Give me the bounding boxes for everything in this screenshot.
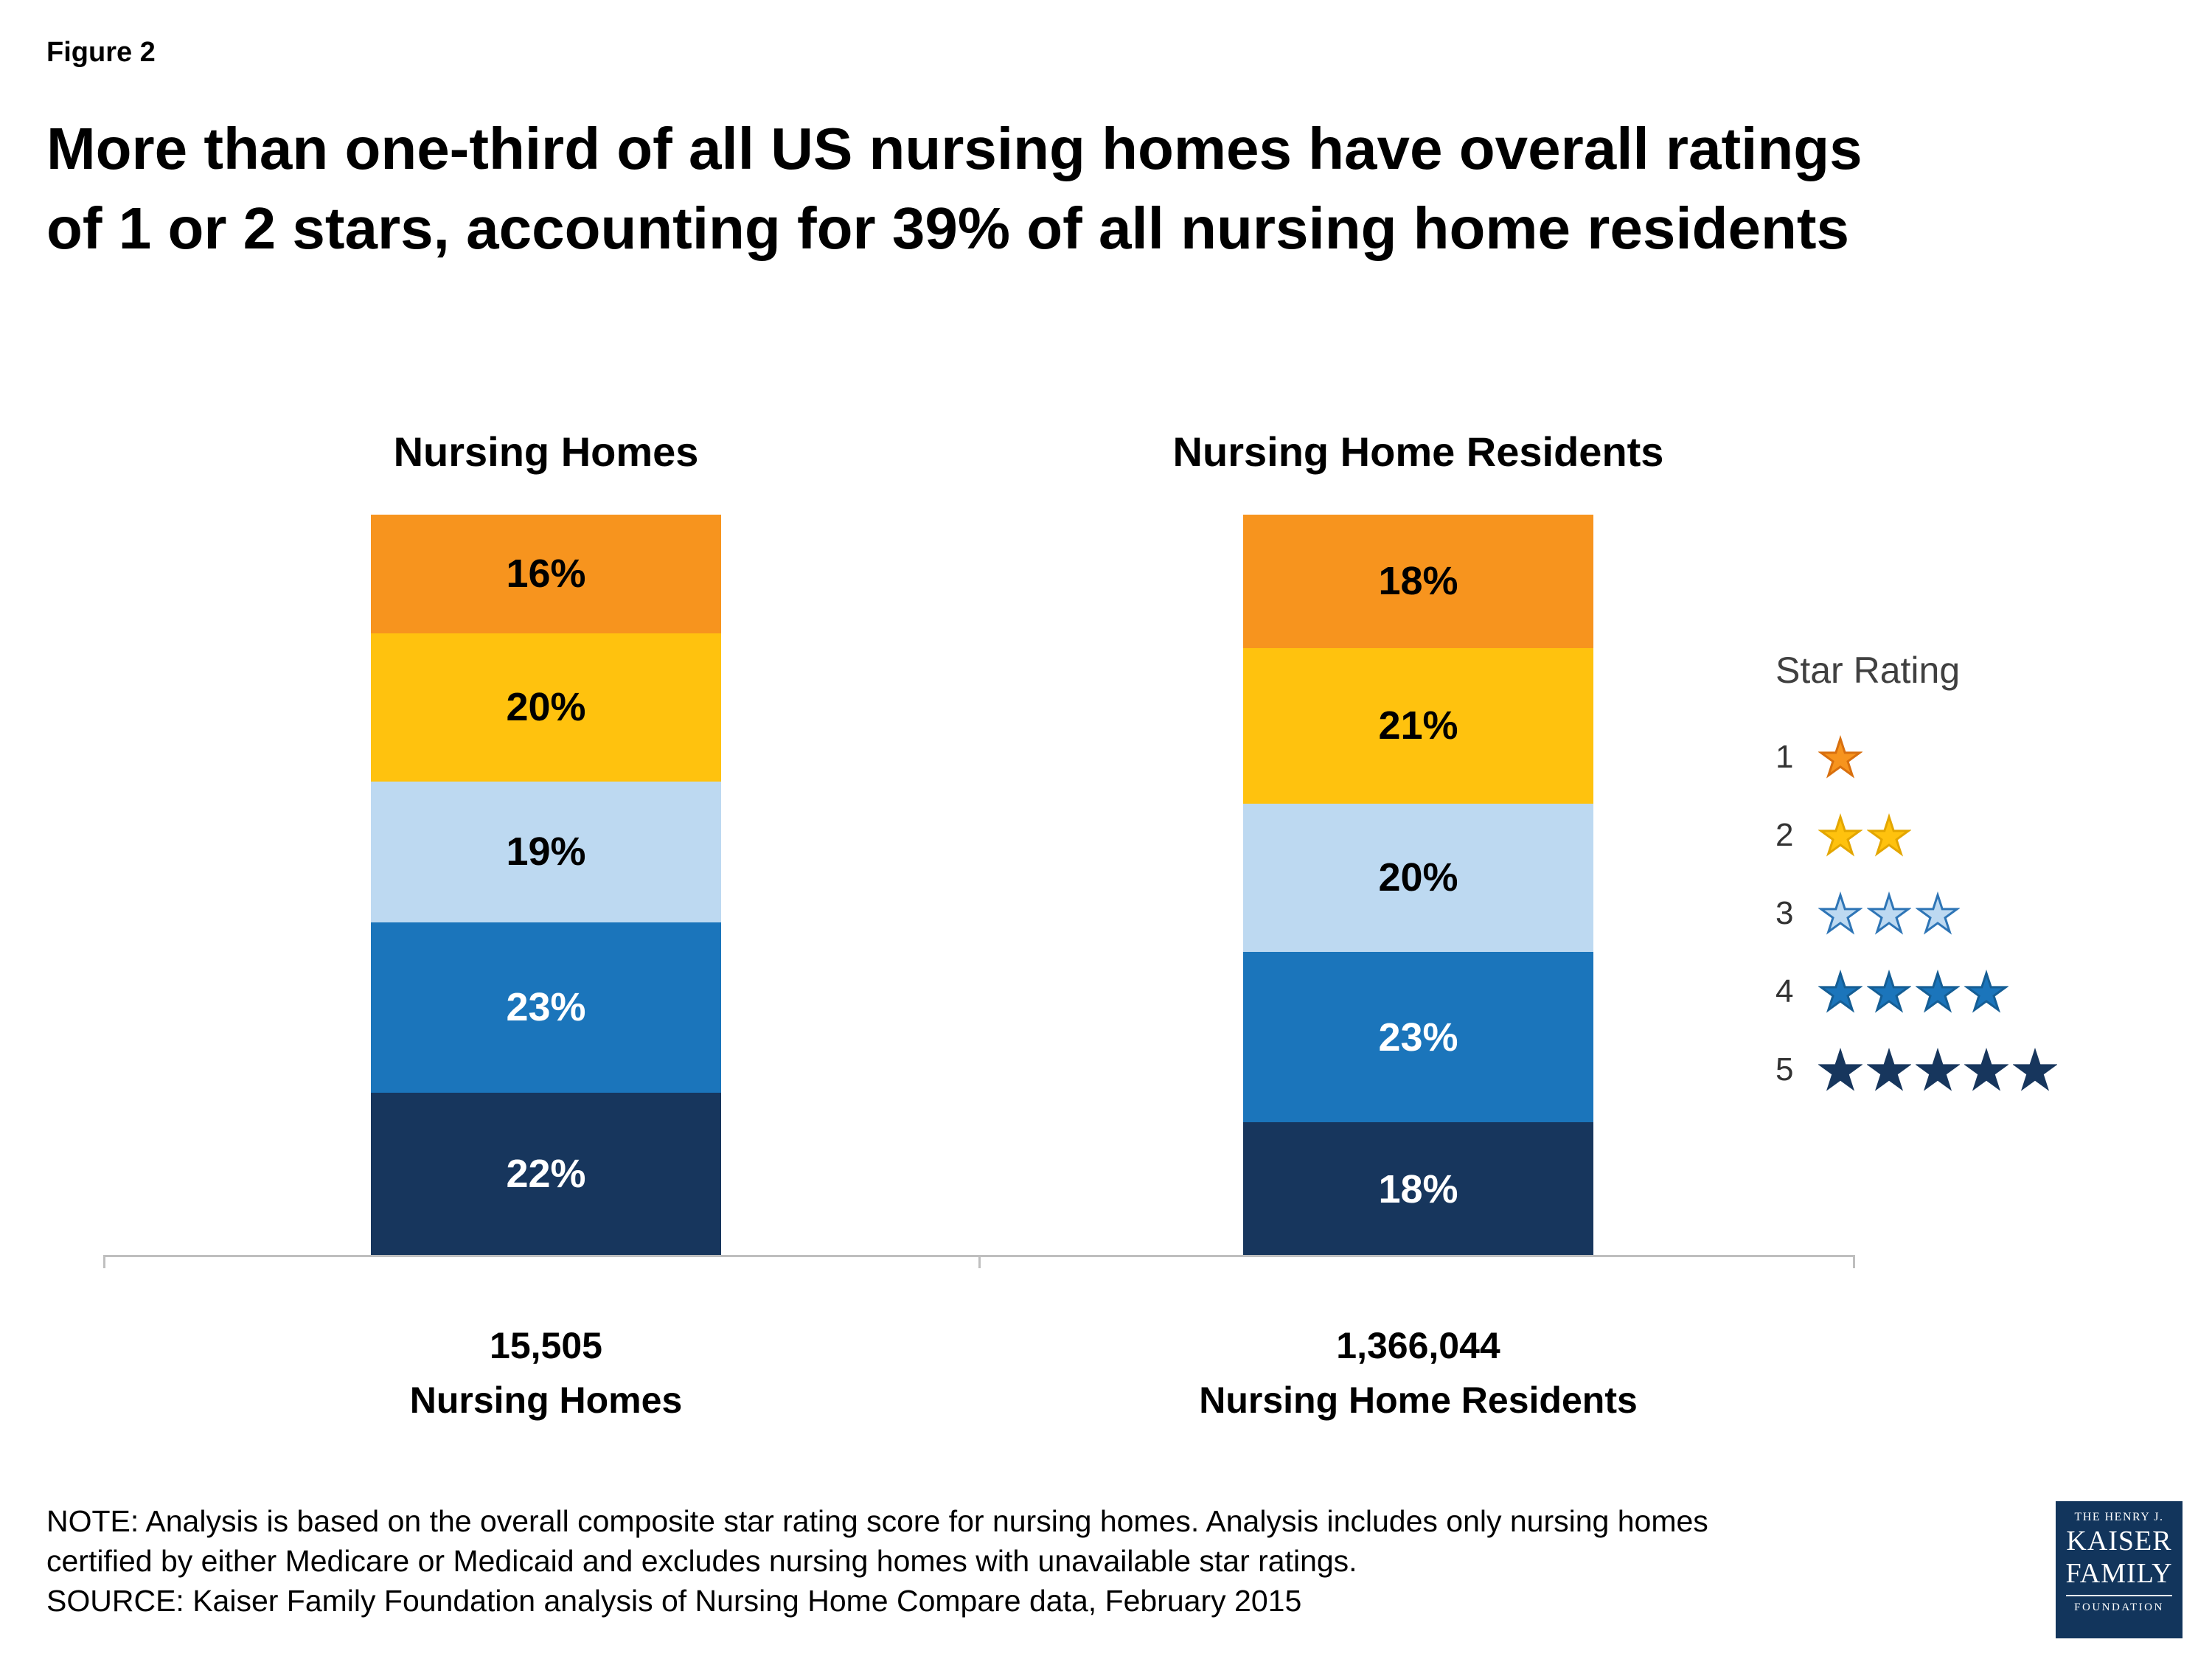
legend-title: Star Rating (1775, 650, 1961, 691)
legend-rating-number: 5 (1775, 1051, 1794, 1088)
bar-segment-3-star: 20% (1243, 803, 1593, 952)
chart-title: More than one-third of all US nursing ho… (46, 109, 1863, 268)
legend-rating-number: 2 (1775, 817, 1794, 853)
legend-stars (1818, 1048, 2057, 1092)
stacked-bar: 18% 21% 20% 23% 18% (1243, 515, 1593, 1256)
legend-stars (1818, 813, 1911, 858)
legend-rating-number: 1 (1775, 739, 1794, 775)
kff-logo: THE HENRY J. KAISER FAMILY FOUNDATION (2056, 1501, 2183, 1638)
column-total: 15,505 (490, 1325, 602, 1366)
segment-value-label: 20% (1378, 855, 1458, 900)
note-text-line-2: certified by either Medicare or Medicaid… (46, 1544, 1357, 1578)
legend-row-4-star: 4 (1775, 953, 2057, 1031)
segment-value-label: 22% (506, 1152, 586, 1197)
figure-label: Figure 2 (46, 37, 156, 68)
star-icon (1916, 1048, 1960, 1091)
star-icon (1964, 970, 2008, 1013)
segment-value-label: 18% (1378, 559, 1458, 604)
star-icon (1867, 1048, 1911, 1091)
legend-rating-number: 4 (1775, 973, 1794, 1009)
bar-segment-4-star: 23% (1243, 951, 1593, 1123)
star-icon (1818, 970, 1863, 1013)
legend-row-5-star: 5 (1775, 1031, 2057, 1109)
notes: NOTE: Analysis is based on the overall c… (46, 1501, 1708, 1621)
bar-column-nursing-homes: Nursing Homes 16% 20% 19% 23% 22% 15,505 Nur… (371, 428, 721, 1460)
kff-logo-henry-j: THE HENRY J. (2074, 1511, 2164, 1523)
legend-stars (1818, 891, 1960, 936)
segment-value-label: 16% (506, 552, 586, 597)
star-icon (1818, 891, 1863, 935)
column-total-block: 1,366,044 Nursing Home Residents (1199, 1318, 1638, 1427)
column-total-label: Nursing Homes (409, 1380, 683, 1421)
kff-logo-family: FAMILY (2065, 1558, 2173, 1589)
legend-row-1-star: 1 (1775, 718, 2057, 796)
star-icon (2013, 1048, 2057, 1091)
star-icon (1867, 813, 1911, 857)
legend-stars (1818, 970, 2008, 1014)
bar-column-nursing-home-residents: Nursing Home Residents 18% 21% 20% 23% 18% 1… (1173, 428, 1664, 1460)
axis-tick (1853, 1255, 1855, 1268)
bar-segment-5-star: 18% (1243, 1122, 1593, 1256)
chart-title-line-2: of 1 or 2 stars, accounting for 39% of a… (46, 195, 1849, 261)
note-text-line-1: NOTE: Analysis is based on the overall c… (46, 1504, 1708, 1538)
segment-value-label: 23% (506, 985, 586, 1030)
legend-stars (1818, 735, 1863, 779)
bar-segment-1-star: 18% (1243, 515, 1593, 648)
bar-segment-1-star: 16% (371, 515, 721, 633)
star-icon (1818, 735, 1863, 779)
segment-value-label: 18% (1378, 1166, 1458, 1211)
legend-row-3-star: 3 (1775, 874, 2057, 953)
legend: Star Rating 1 2 3 4 5 (1775, 649, 2057, 1109)
star-icon (1818, 1048, 1863, 1091)
legend-row-2-star: 2 (1775, 796, 2057, 874)
column-total-label: Nursing Home Residents (1199, 1380, 1638, 1421)
bar-segment-2-star: 20% (371, 633, 721, 782)
column-total: 1,366,044 (1336, 1325, 1500, 1366)
segment-value-label: 23% (1378, 1015, 1458, 1060)
legend-rating-number: 3 (1775, 895, 1794, 931)
segment-value-label: 19% (506, 830, 586, 874)
bar-segment-3-star: 19% (371, 781, 721, 922)
segment-value-label: 21% (1378, 703, 1458, 748)
star-icon (1916, 891, 1960, 935)
star-icon (1916, 970, 1960, 1013)
column-total-block: 15,505 Nursing Homes (410, 1318, 683, 1427)
bar-segment-2-star: 21% (1243, 647, 1593, 804)
bar-segment-4-star: 23% (371, 922, 721, 1093)
axis-tick (103, 1255, 105, 1268)
kff-logo-kaiser: KAISER (2066, 1526, 2172, 1557)
column-heading: Nursing Home Residents (1172, 428, 1664, 475)
kff-logo-rule (2066, 1595, 2172, 1596)
segment-value-label: 20% (506, 685, 586, 730)
bar-segment-5-star: 22% (371, 1092, 721, 1256)
star-icon (1867, 891, 1911, 935)
column-heading: Nursing Homes (393, 428, 699, 475)
star-icon (1964, 1048, 2008, 1091)
star-icon (1818, 813, 1863, 857)
legend-rows: 1 2 3 4 5 (1775, 718, 2057, 1109)
kff-logo-foundation: FOUNDATION (2074, 1601, 2164, 1613)
axis-tick (978, 1255, 981, 1268)
chart-title-line-1: More than one-third of all US nursing ho… (46, 116, 1863, 181)
source-text: SOURCE: Kaiser Family Foundation analysi… (46, 1584, 1302, 1618)
stacked-bar: 16% 20% 19% 23% 22% (371, 515, 721, 1256)
star-icon (1867, 970, 1911, 1013)
